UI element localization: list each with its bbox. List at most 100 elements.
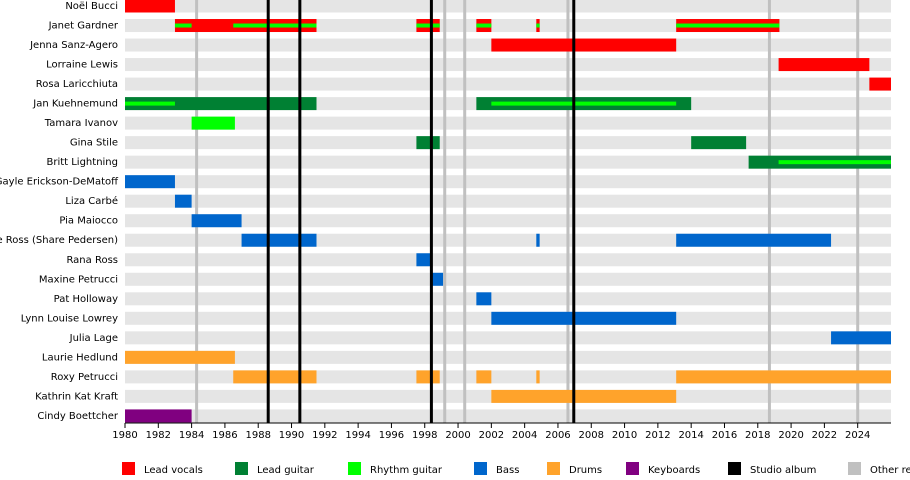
x-tick-label: 2012 [645,430,670,441]
member-label: Rana Ross [66,255,118,266]
row-band [125,272,891,286]
legend-swatch [474,462,487,475]
member-label: Kathrin Kat Kraft [35,391,118,402]
period-bar [831,331,891,345]
stripe-bar [174,23,192,28]
period-bar [691,136,747,150]
member-label: Britt Lightning [46,157,118,168]
x-tick-label: 1994 [345,430,370,441]
period-bar [174,194,192,208]
x-tick-label: 2004 [512,430,537,441]
period-bar [431,272,444,286]
row-band [125,350,891,364]
member-label: Maxine Petrucci [39,274,118,285]
member-label: Rosa Laricchiuta [36,79,118,90]
x-tick-label: 2008 [579,430,604,441]
legend-swatch [728,462,741,475]
member-label: Laurie Hedlund [42,352,118,363]
x-tick-label: 2010 [612,430,637,441]
period-bar [416,370,440,384]
stripe-bar [778,160,891,165]
period-bar [676,233,832,247]
member-label: Pia Maiocco [59,216,118,227]
period-bar [416,136,440,150]
row-band [125,0,891,13]
member-label: Tamara Ivanov [44,118,118,129]
stripe-bar [491,101,677,106]
stripe-bar [536,23,540,28]
member-label: Gina Stile [70,138,118,149]
x-tick-label: 2002 [479,430,504,441]
x-tick-label: 1990 [279,430,304,441]
period-bar [778,58,870,72]
period-bar [125,409,192,423]
legend-label: Rhythm guitar [370,465,443,476]
member-label: Julia Lage [69,333,118,344]
member-label: Lorraine Lewis [46,60,118,71]
legend-swatch [848,462,861,475]
stripe-bar [476,23,492,28]
x-tick-label: 2014 [678,430,703,441]
x-tick-label: 1988 [245,430,270,441]
legend-swatch [626,462,639,475]
legend-swatch [235,462,248,475]
period-bar [536,233,540,247]
x-tick-label: 1982 [146,430,171,441]
period-bar [241,233,317,247]
row-band [125,194,891,208]
x-tick-label: 2020 [778,430,803,441]
row-band [125,214,891,228]
stripe-bar [233,23,317,28]
legend-label: Studio album [750,465,816,476]
legend-swatch [348,462,361,475]
period-bar [536,370,540,384]
x-tick-label: 2018 [745,430,770,441]
x-tick-label: 2024 [845,430,870,441]
x-tick-label: 1980 [112,430,137,441]
x-tick-label: 2016 [712,430,737,441]
period-bar [476,370,492,384]
member-label: Lynn Louise Lowrey [21,313,118,324]
legend-label: Drums [569,465,602,476]
row-band [125,409,891,423]
row-band [125,292,891,306]
x-tick-label: 1998 [412,430,437,441]
member-label: Liza Carbé [65,195,118,207]
x-tick-label: 2006 [545,430,570,441]
period-bar [491,389,677,403]
period-bar [676,370,891,384]
period-bar [476,292,492,306]
row-band [125,253,891,267]
row-band [125,331,891,345]
member-label: Jenna Sanz-Agero [29,40,118,51]
stripe-bar [676,23,780,28]
member-label: Jan Kuehnemund [32,99,118,110]
period-bar [125,175,175,189]
stripe-bar [416,23,440,28]
row-band [125,136,891,150]
x-tick-label: 1986 [212,430,237,441]
period-bar [233,370,317,384]
x-tick-label: 1992 [312,430,337,441]
period-bar [191,116,235,130]
x-tick-label: 1984 [179,430,204,441]
member-label: Pat Holloway [54,294,118,305]
row-band [125,77,891,91]
period-bar [491,311,677,325]
x-tick-label: 2022 [812,430,837,441]
period-bar [491,38,677,52]
period-bar [869,77,891,91]
legend-label: Bass [496,465,519,476]
legend-label: Keyboards [648,465,700,476]
member-label: Cindy Boettcher [37,411,119,422]
row-band [125,155,891,169]
member-label: Gayle Erickson-DeMatoff [0,177,119,188]
row-band [125,58,891,72]
row-band [125,116,891,130]
member-label: Noël Bucci [65,1,118,12]
x-tick-label: 2000 [445,430,470,441]
legend-swatch [122,462,135,475]
row-band [125,175,891,189]
member-label: Janet Gardner [48,21,119,32]
